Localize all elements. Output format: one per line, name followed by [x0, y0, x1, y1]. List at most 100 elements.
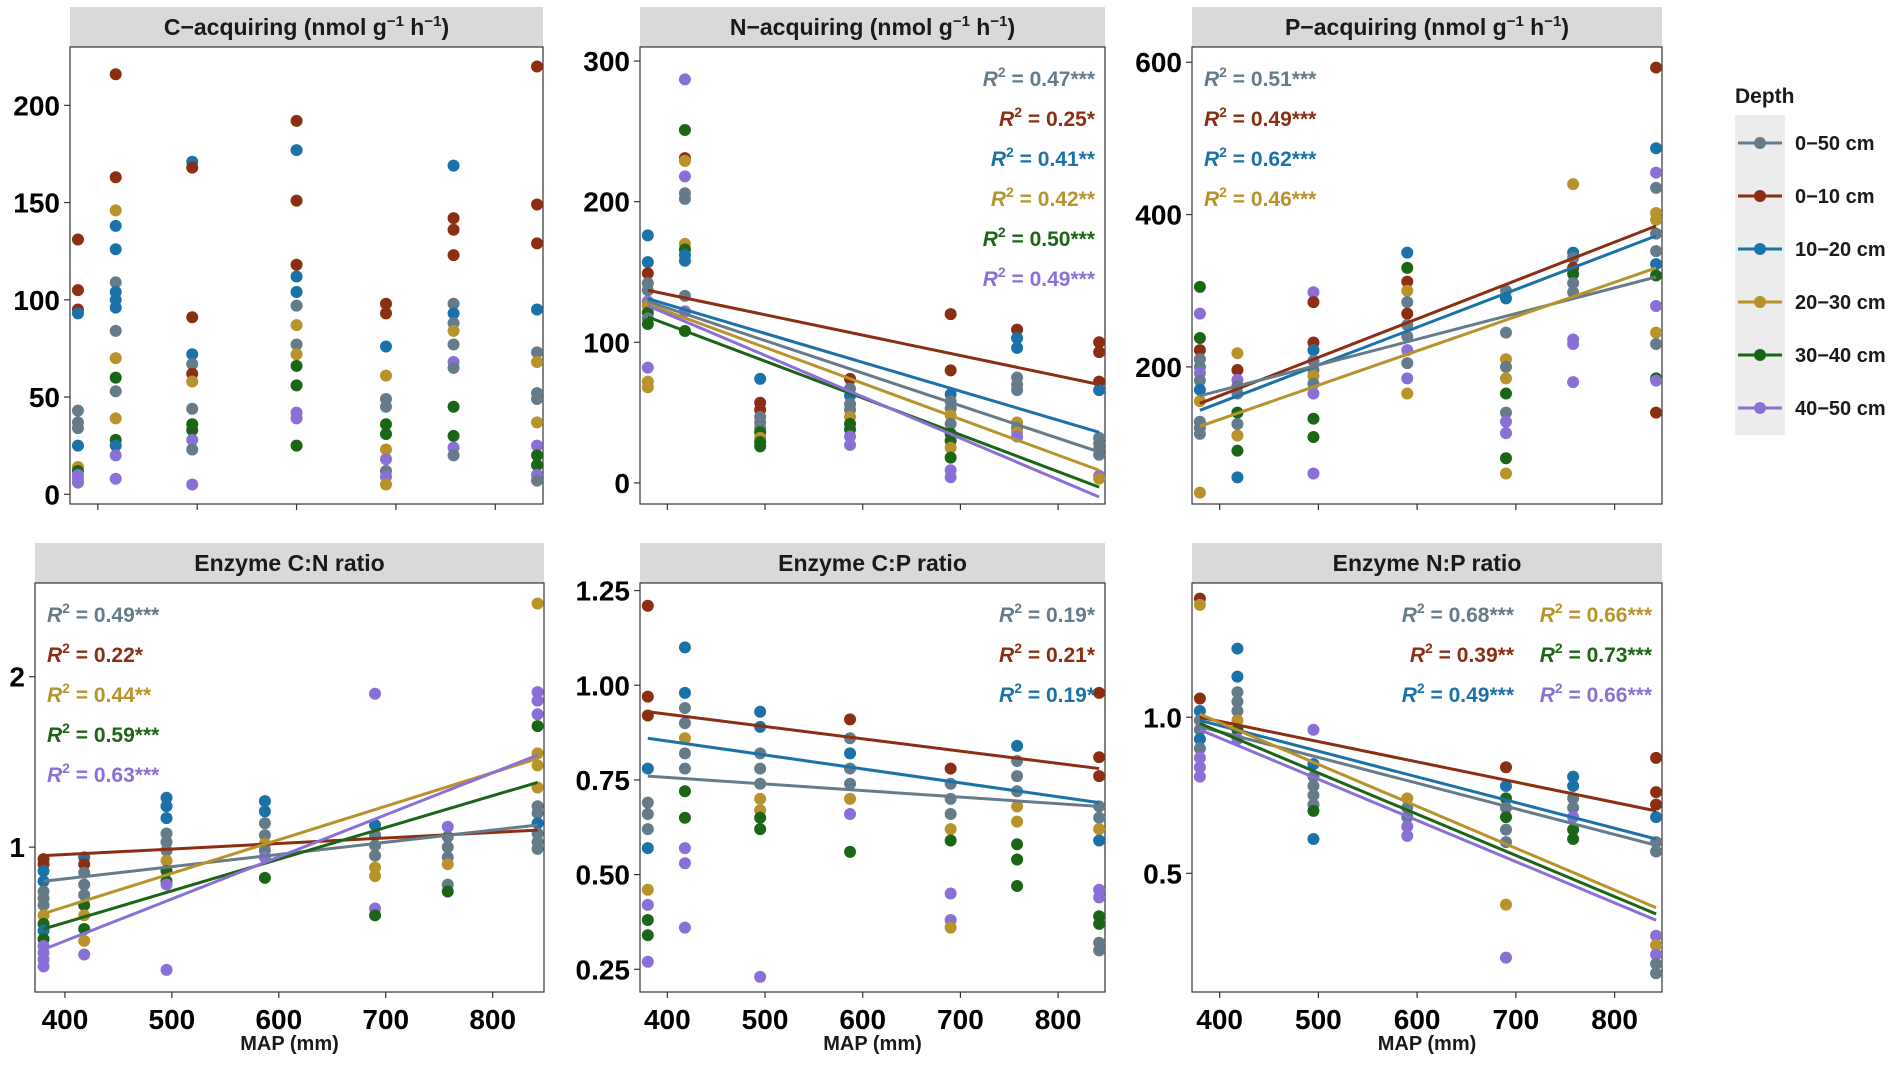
data-point [1093, 346, 1106, 359]
panel-strip [640, 543, 1105, 583]
data-point [37, 865, 50, 878]
regression-line [647, 300, 1100, 454]
data-point [641, 599, 654, 612]
r2-annotation: R2 = 0.21* [999, 640, 1096, 667]
data-point [1307, 412, 1320, 425]
r2-annotation: R2 = 0.47*** [983, 64, 1096, 91]
data-point [78, 858, 91, 871]
legend-item: 10−20 cm [1738, 239, 1886, 261]
data-point [1499, 761, 1512, 774]
data-point [109, 412, 122, 425]
legend-label: 30−40 cm [1795, 345, 1886, 367]
data-point [1011, 800, 1024, 813]
legend-swatch-point [1754, 349, 1766, 361]
data-point [754, 792, 767, 805]
panel-strip [640, 7, 1105, 47]
data-point [447, 223, 460, 236]
data-point [1011, 815, 1024, 828]
data-point [1193, 598, 1206, 611]
data-point [1401, 296, 1414, 309]
data-point [1093, 811, 1106, 824]
data-point [1650, 929, 1663, 942]
data-point [447, 307, 460, 320]
data-point [1499, 387, 1512, 400]
data-point [447, 324, 460, 337]
data-point [160, 812, 173, 825]
data-point [754, 705, 767, 718]
data-point [944, 451, 957, 464]
data-point [447, 361, 460, 374]
data-point [1499, 406, 1512, 419]
x-tick-label: 800 [1035, 1004, 1082, 1035]
data-point [1650, 939, 1663, 952]
data-point [1650, 213, 1663, 226]
panel-1: C−acquiring (nmol g−1 h−1) 0 50 100 150 200 [13, 7, 544, 510]
data-point [1193, 395, 1206, 408]
y-tick-label: 0.75 [576, 765, 631, 796]
data-point [1193, 761, 1206, 774]
data-point [1193, 751, 1206, 764]
data-point [531, 237, 544, 250]
data-point [641, 796, 654, 809]
data-point [1093, 336, 1106, 349]
x-tick-label: 700 [1493, 1004, 1540, 1035]
regression-line [647, 736, 1100, 805]
data-point [186, 443, 199, 456]
data-point [1193, 344, 1206, 357]
data-point [1307, 779, 1320, 792]
data-point [531, 60, 544, 73]
regression-line [647, 304, 1100, 499]
regression-line [1199, 266, 1657, 428]
data-point [678, 857, 691, 870]
data-point [678, 747, 691, 760]
data-point [1093, 472, 1106, 485]
panel-strip [70, 7, 543, 47]
panel-strip [1192, 543, 1662, 583]
y-tick-label: 200 [13, 90, 60, 121]
r2-annotation: R2 = 0.42** [991, 184, 1096, 211]
data-point [1193, 733, 1206, 746]
r2-annotation: R2 = 0.59*** [47, 720, 160, 747]
data-point [1193, 331, 1206, 344]
data-point [447, 212, 460, 225]
r2-annotation: R2 = 0.46*** [1204, 184, 1317, 211]
data-point [1401, 246, 1414, 259]
y-tick-label: 600 [1135, 47, 1182, 78]
data-point [290, 144, 303, 157]
data-point [1650, 811, 1663, 824]
y-tick-label: 100 [13, 285, 60, 316]
data-point [1307, 467, 1320, 480]
data-point [109, 324, 122, 337]
data-point [641, 267, 654, 280]
data-point [186, 357, 199, 370]
data-point [1231, 363, 1244, 376]
r2-annotation: R2 = 0.50*** [983, 224, 1096, 251]
r2-annotation: R2 = 0.22* [47, 640, 144, 667]
data-point [531, 416, 544, 429]
y-tick-label: 1.0 [1143, 702, 1182, 733]
data-point [369, 870, 382, 883]
data-point [290, 359, 303, 372]
data-point [844, 438, 857, 451]
data-point [531, 817, 544, 830]
data-point [641, 690, 654, 703]
data-point [258, 805, 271, 818]
data-point [944, 364, 957, 377]
data-point [1567, 338, 1580, 351]
data-point [1567, 801, 1580, 814]
legend-swatch-point [1754, 402, 1766, 414]
data-point [641, 381, 654, 394]
panel-title: Enzyme N:P ratio [1333, 550, 1522, 576]
data-point [1650, 142, 1663, 155]
data-point [1567, 770, 1580, 783]
data-point [1650, 181, 1663, 194]
y-tick-label: 50 [29, 382, 60, 413]
data-point [1499, 951, 1512, 964]
data-point [531, 842, 544, 855]
data-point [1307, 296, 1320, 309]
x-tick-label: 600 [1394, 1004, 1441, 1035]
data-point [71, 307, 84, 320]
x-axis-title: MAP (mm) [823, 1033, 922, 1055]
data-point [944, 308, 957, 321]
data-point [109, 439, 122, 452]
